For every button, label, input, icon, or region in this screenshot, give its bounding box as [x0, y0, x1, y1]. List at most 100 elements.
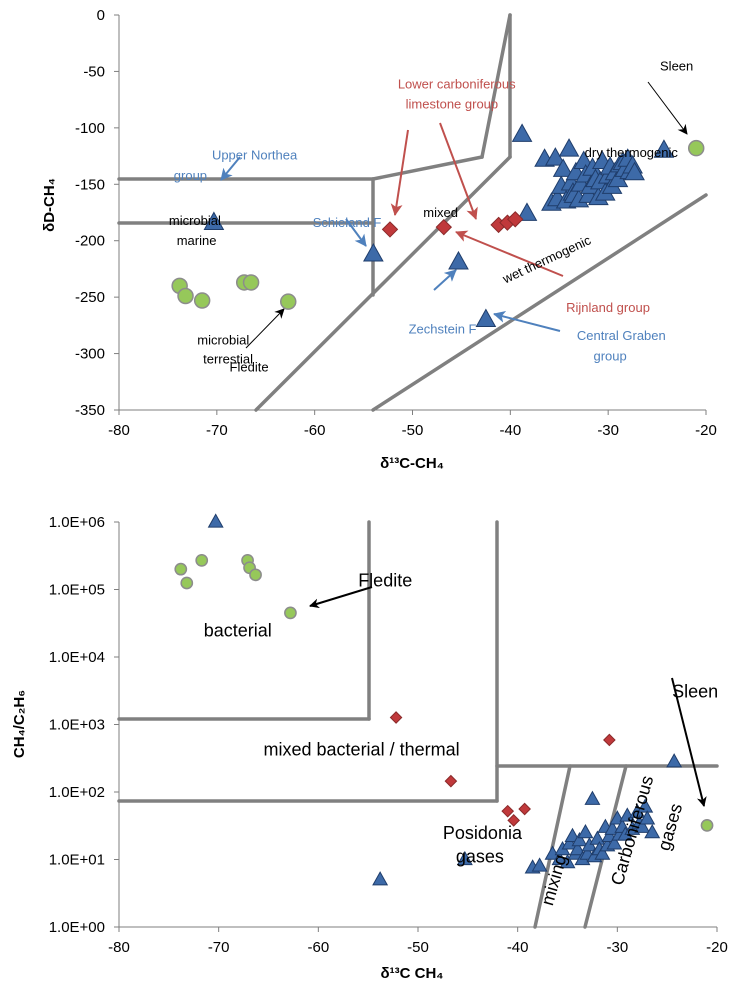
diamond-point: [381, 221, 399, 238]
circle-point: [280, 293, 297, 310]
triangle-point: [558, 138, 580, 157]
annotation-label: microbial: [197, 333, 249, 348]
triangle-point: [531, 857, 548, 872]
annotation-label: marine: [177, 233, 217, 248]
annotation-label: dry thermogenic: [585, 145, 679, 160]
diamond-point: [435, 218, 453, 236]
triangle-point: [203, 211, 225, 230]
annotation-label: Posidonia: [443, 823, 523, 843]
x-tick-label: -30: [597, 422, 619, 439]
triangle-point: [544, 147, 566, 166]
circle-point: [193, 292, 211, 309]
annotation-label: Sleen: [660, 58, 693, 73]
bottom-data-points: [174, 513, 714, 886]
y-tick-label: 1.0E+03: [49, 717, 105, 734]
annotation-label: Upper Northea: [212, 147, 298, 162]
y-tick-label: 1.0E+02: [49, 784, 105, 801]
x-tick-label: -60: [304, 422, 326, 439]
triangle-point: [551, 850, 568, 866]
triangle-point: [456, 850, 473, 866]
chart-bottom: -80 -70 -60 -50 -40 -30 -20 1.0E+00 1.0E+01 1.0E+…: [11, 513, 728, 982]
annotation-label: Fledite: [230, 360, 269, 375]
triangle-point: [571, 832, 588, 847]
diamond-point: [507, 814, 521, 827]
diamond-point: [603, 733, 616, 747]
circle-point: [284, 606, 297, 620]
triangle-point: [653, 139, 675, 158]
y-tick-label: 1.0E+05: [49, 582, 105, 599]
bottom-tick-labels: -80 -70 -60 -50 -40 -30 -20 1.0E+00 1.0E+01 1.0E+…: [49, 514, 728, 956]
triangle-point: [363, 243, 384, 262]
annotation-label: group: [174, 168, 207, 183]
triangle-point: [516, 202, 538, 221]
triangle-point: [606, 835, 623, 850]
annotation-label: group: [593, 348, 626, 363]
top-data-points: [171, 123, 705, 328]
y-tick-label: -300: [75, 346, 105, 363]
circle-point: [687, 139, 705, 157]
chart-top: -80 -70 -60 -50 -40 -30 -200-50-100-150-200-25…: [41, 7, 717, 472]
y-tick-label: 1.0E+01: [49, 852, 105, 869]
circle-point: [700, 819, 714, 832]
x-tick-label: -80: [108, 939, 130, 956]
triangle-point: [634, 818, 651, 833]
triangle-point: [666, 753, 683, 768]
y-tick-label: -250: [75, 289, 105, 306]
annotation-label: gases: [654, 801, 686, 853]
triangle-point: [637, 798, 654, 813]
annotation-label: Sleen: [672, 682, 718, 702]
triangle-point: [584, 790, 601, 805]
diamond-point: [501, 804, 515, 818]
triangle-point: [372, 871, 389, 886]
triangle-point: [619, 807, 636, 822]
circle-point: [242, 274, 260, 291]
x-tick-label: -40: [507, 939, 529, 956]
annotation-label: microbial: [169, 213, 221, 228]
x-tick-label: -70: [208, 939, 230, 956]
annotation-label: mixed: [423, 205, 458, 220]
y-tick-label: 1.0E+06: [49, 514, 105, 531]
diamond-point: [444, 774, 458, 788]
triangle-point: [639, 810, 656, 825]
bottom-y-axis-label: CH₄/C₂H₆: [11, 690, 28, 758]
x-tick-label: -20: [706, 939, 728, 956]
x-tick-label: -40: [499, 422, 521, 439]
annotation-label: bacterial: [204, 621, 272, 641]
top-boundary-lines: [117, 13, 708, 412]
annotation-label: gases: [456, 847, 504, 867]
y-tick-label: -200: [75, 233, 105, 250]
triangle-point: [569, 840, 586, 856]
x-tick-label: -70: [206, 422, 228, 439]
triangle-point: [207, 513, 224, 528]
top-y-axis-label: δD-CH₄: [41, 178, 58, 232]
annotation-label: Lower carboniferous: [398, 76, 516, 91]
triangle-point: [552, 158, 574, 177]
triangle-point: [475, 308, 497, 328]
circle-point: [195, 554, 209, 567]
x-tick-label: -20: [695, 422, 717, 439]
circle-point: [177, 287, 194, 305]
annotation-label: Schieland F: [313, 215, 382, 230]
annotation-label: Rijnland group: [566, 300, 650, 315]
diamond-point: [518, 802, 531, 816]
triangle-point: [624, 161, 645, 181]
triangle-point: [511, 123, 533, 142]
triangle-point: [594, 845, 611, 860]
triangle-point: [559, 853, 576, 869]
y-tick-label: 1.0E+04: [49, 649, 105, 666]
circle-point: [174, 562, 188, 576]
top-arrows: [220, 81, 688, 349]
circle-point: [180, 576, 194, 590]
x-tick-label: -80: [108, 422, 130, 439]
circle-point: [249, 568, 262, 582]
top-tick-labels: -80 -70 -60 -50 -40 -30 -200-50-100-150-200-25…: [75, 7, 717, 439]
bottom-x-axis-label: δ¹³C CH₄: [381, 965, 444, 982]
triangle-point: [644, 823, 661, 839]
triangle-point: [448, 250, 469, 270]
triangle-point: [577, 823, 594, 839]
annotation-label: limestone group: [406, 97, 499, 112]
diamond-point: [389, 711, 403, 724]
x-tick-label: -50: [402, 422, 424, 439]
annotation-label: Central Graben: [577, 328, 666, 343]
